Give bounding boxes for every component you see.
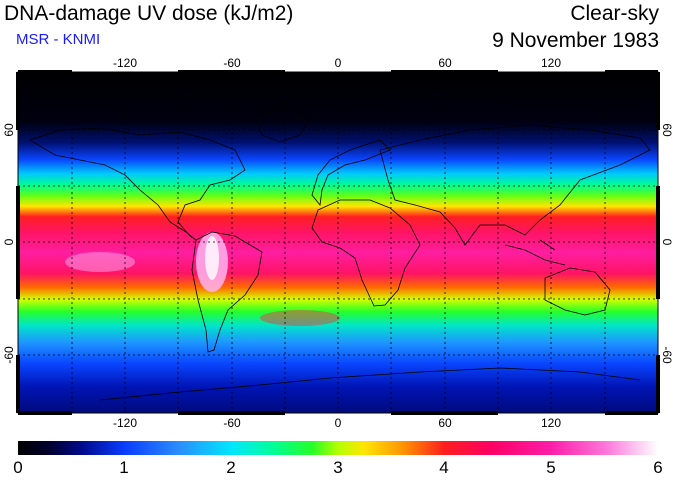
lat-right-label-1: 60 bbox=[660, 123, 674, 137]
color-scale-bar bbox=[18, 441, 658, 455]
scale-label-3: 3 bbox=[333, 458, 343, 477]
lon-top-label-5: 120 bbox=[541, 56, 561, 70]
lon-bottom-label-5: 120 bbox=[541, 416, 561, 430]
lon-top-label-2: -60 bbox=[223, 56, 241, 70]
chart-title: DNA-damage UV dose (kJ/m2) bbox=[4, 2, 294, 25]
lon-bottom-label-2: -60 bbox=[223, 416, 241, 430]
sky-condition-label: Clear-sky bbox=[570, 2, 659, 25]
scale-label-5: 5 bbox=[546, 458, 556, 477]
lon-top-label-3: 0 bbox=[335, 56, 342, 70]
lat-right-label-3: -60 bbox=[660, 346, 674, 364]
lat-left-label-3: -60 bbox=[2, 346, 16, 364]
lat-right-label-2: 0 bbox=[660, 239, 674, 246]
lon-top-label-1: -120 bbox=[113, 56, 137, 70]
coastlines bbox=[29, 107, 651, 401]
graticule bbox=[18, 72, 658, 413]
lat-left-label-2: 0 bbox=[2, 238, 16, 245]
scale-label-1: 1 bbox=[119, 458, 129, 477]
lat-left-label-1: 60 bbox=[2, 123, 16, 137]
map-field bbox=[18, 72, 658, 413]
lon-bottom-label-1: -120 bbox=[113, 416, 137, 430]
uv-dose-map: -120 -60 0 60 120 -120 -60 0 60 120 60 0… bbox=[2, 56, 674, 430]
scale-label-2: 2 bbox=[226, 458, 236, 477]
date-label: 9 November 1983 bbox=[492, 29, 659, 52]
lon-bottom-label-3: 0 bbox=[335, 416, 342, 430]
scale-label-4: 4 bbox=[439, 458, 449, 477]
lon-top-label-4: 60 bbox=[438, 56, 452, 70]
scale-label-0: 0 bbox=[13, 458, 23, 477]
frame-ticks bbox=[16, 70, 660, 415]
lon-bottom-label-4: 60 bbox=[438, 416, 452, 430]
source-label: MSR - KNMI bbox=[16, 31, 101, 48]
scale-label-6: 6 bbox=[653, 458, 663, 477]
